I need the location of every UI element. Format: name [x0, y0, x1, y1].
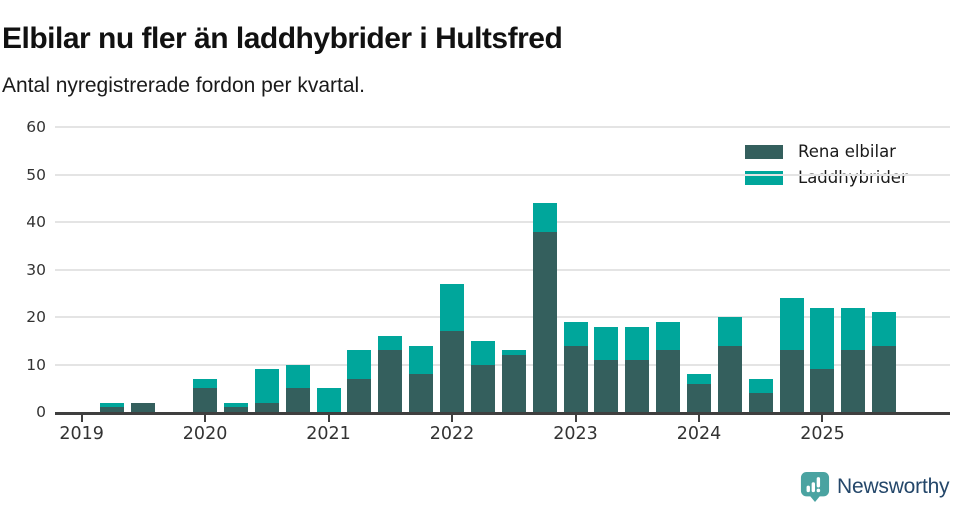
bar-segment-laddhybrider: [779, 298, 804, 351]
y-axis-label-0: 0: [36, 403, 46, 421]
bar-segment-laddhybrider: [841, 307, 866, 351]
newsworthy-speech-bubble-icon: [800, 471, 830, 502]
bar-segment-rena-elbilar: [810, 369, 835, 412]
x-axis-tick-2023: [574, 415, 577, 422]
bar-segment-rena-elbilar: [254, 402, 279, 412]
y-axis-label-50: 50: [26, 165, 46, 184]
bar-segment-rena-elbilar: [378, 350, 403, 412]
bar-segment-laddhybrider: [254, 369, 279, 403]
bar-segment-rena-elbilar: [440, 331, 465, 412]
bar-segment-laddhybrider: [347, 350, 372, 379]
bar-segment-laddhybrider: [594, 326, 619, 360]
bar-segment-rena-elbilar: [532, 231, 557, 412]
bar-segment-laddhybrider: [440, 283, 465, 332]
bar-segment-laddhybrider: [687, 374, 711, 384]
y-axis-label-20: 20: [26, 308, 46, 326]
bar-segment-laddhybrider: [409, 345, 434, 374]
gridline-30: [55, 268, 950, 271]
bar-segment-laddhybrider: [100, 402, 125, 408]
bar-segment-laddhybrider: [316, 388, 341, 412]
bar-segment-rena-elbilar: [687, 383, 711, 412]
y-axis-label-10: 10: [26, 355, 46, 374]
bar-segment-laddhybrider: [625, 326, 650, 360]
legend-label-laddhybrider: Laddhybrider: [798, 168, 908, 187]
bar-segment-rena-elbilar: [717, 345, 742, 412]
x-axis-line: [55, 412, 950, 415]
legend-item-laddhybrider: Laddhybrider: [745, 168, 908, 187]
bar-segment-rena-elbilar: [131, 402, 156, 412]
bar-segment-laddhybrider: [378, 336, 403, 351]
bar-segment-rena-elbilar: [223, 407, 248, 412]
x-axis-label-2024: 2024: [676, 424, 722, 444]
bar-segment-rena-elbilar: [841, 350, 866, 412]
newsworthy-wordmark: Newsworthy: [837, 474, 950, 498]
bar-segment-rena-elbilar: [625, 359, 650, 412]
x-axis-label-2020: 2020: [182, 424, 228, 444]
bar-segment-laddhybrider: [810, 307, 835, 370]
stacked-bar-chart: Elbilar nu fler än laddhybrider i Hultsf…: [2, 22, 950, 444]
bar-segment-laddhybrider: [193, 378, 218, 389]
page-subtitle: Antal nyregistrerade fordon per kvartal.: [2, 74, 366, 97]
bar-segment-rena-elbilar: [193, 388, 218, 412]
bar-segment-laddhybrider: [717, 317, 742, 346]
page-title: Elbilar nu fler än laddhybrider i Hultsf…: [2, 22, 563, 56]
bar-segment-rena-elbilar: [285, 388, 310, 412]
x-axis-tick-2021: [327, 415, 330, 422]
bar-segment-laddhybrider: [563, 321, 588, 346]
bar-segment-laddhybrider: [872, 312, 897, 346]
x-axis-tick-2019: [80, 415, 83, 422]
bar-segment-laddhybrider: [501, 350, 526, 355]
legend-swatch-rena-elbilar: [745, 144, 783, 159]
bar-segment-rena-elbilar: [100, 407, 125, 412]
gridline-40: [55, 221, 950, 223]
x-axis-label-2021: 2021: [306, 424, 351, 444]
y-axis-label-30: 30: [26, 260, 46, 279]
bar-segment-rena-elbilar: [501, 355, 526, 412]
x-axis-tick-2024: [698, 415, 700, 422]
x-axis-tick-2020: [204, 415, 207, 422]
bar-segment-laddhybrider: [748, 378, 773, 393]
x-axis-label-2022: 2022: [429, 424, 475, 444]
gridline-60: [55, 126, 950, 128]
bar-segment-laddhybrider: [470, 340, 495, 365]
x-axis-label-2025: 2025: [800, 424, 845, 444]
legend-item-rena-elbilar: Rena elbilar: [745, 142, 908, 161]
gridline-20: [55, 316, 950, 318]
bar-segment-rena-elbilar: [872, 345, 897, 412]
bar-segment-rena-elbilar: [563, 345, 588, 412]
bar-segment-rena-elbilar: [470, 364, 495, 412]
bar-segment-laddhybrider: [223, 402, 248, 408]
x-axis-tick-2025: [821, 415, 824, 422]
bar-segment-laddhybrider: [532, 203, 557, 232]
x-axis-label-2019: 2019: [59, 424, 104, 444]
bar-segment-rena-elbilar: [779, 350, 804, 412]
y-axis-label-40: 40: [26, 213, 46, 231]
bar-segment-rena-elbilar: [748, 393, 773, 412]
newsworthy-logo[interactable]: Newsworthy: [800, 471, 950, 502]
bar-segment-rena-elbilar: [656, 350, 681, 412]
legend: Rena elbilar Laddhybrider: [736, 137, 918, 194]
bar-segment-laddhybrider: [656, 321, 681, 351]
legend-label-rena-elbilar: Rena elbilar: [798, 142, 896, 161]
bar-segment-laddhybrider: [285, 364, 310, 389]
x-axis-label-2023: 2023: [553, 424, 598, 444]
bar-segment-rena-elbilar: [409, 374, 434, 412]
x-axis-tick-2022: [451, 415, 454, 422]
bar-segment-rena-elbilar: [347, 378, 372, 412]
bar-segment-rena-elbilar: [594, 359, 619, 412]
gridline-50: [55, 173, 950, 176]
y-axis-label-60: 60: [26, 118, 46, 136]
